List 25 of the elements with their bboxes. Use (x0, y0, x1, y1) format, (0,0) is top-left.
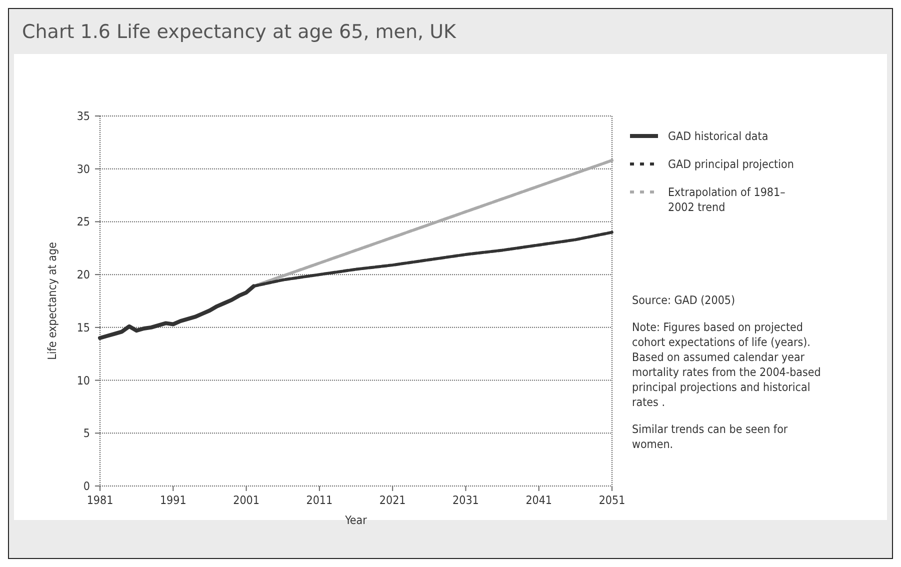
text: Similar trends can be seen for women. (632, 422, 788, 451)
text: Note: Figures based on projected cohort expectations of life (years). Based on assumed calendar year mortality rates from the 2004-based principal projections and historical rates . (632, 320, 821, 409)
source-note: Source: GAD (2005) (632, 293, 736, 307)
x-tick-label: 2031 (452, 493, 479, 507)
y-tick-label: 10 (76, 373, 90, 388)
x-tick-label: 1981 (86, 493, 114, 507)
x-tick-label: 2041 (526, 493, 552, 507)
y-tick-label: 30 (76, 162, 90, 176)
chart-title: Chart 1.6 Life expectancy at age 65, men, UK (22, 21, 456, 43)
y-tick-label: 25 (76, 214, 90, 229)
x-tick-label: 2011 (306, 493, 333, 507)
y-tick-label: 5 (83, 426, 90, 440)
x-tick-label: 1991 (160, 493, 186, 507)
y-tick-label: 35 (76, 109, 90, 123)
x-tick-label: 2001 (233, 493, 260, 507)
x-axis-title: Year (344, 513, 368, 527)
x-tick-label: 2051 (598, 493, 626, 507)
legend-label: GAD principal projection (668, 157, 794, 171)
legend-label: GAD historical data (668, 129, 768, 143)
y-axis-title: Life expectancy at age (45, 242, 59, 360)
y-tick-label: 20 (76, 268, 90, 282)
x-tick-label: 2021 (379, 493, 406, 507)
y-tick-label: 0 (83, 479, 90, 493)
y-tick-label: 15 (76, 320, 90, 334)
legend-label: Extrapolation of 1981– 2002 trend (668, 185, 786, 214)
